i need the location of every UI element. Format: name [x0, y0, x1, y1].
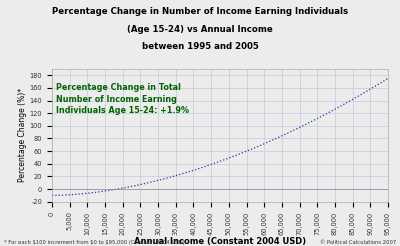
X-axis label: Annual Income (Constant 2004 USD): Annual Income (Constant 2004 USD) — [134, 237, 306, 246]
Text: © Political Calculations 2007: © Political Calculations 2007 — [320, 240, 396, 245]
Text: Percentage Change in Number of Income Earning Individuals: Percentage Change in Number of Income Ea… — [52, 7, 348, 16]
Text: Percentage Change in Total
Number of Income Earning
Individuals Age 15-24: +1.9%: Percentage Change in Total Number of Inc… — [56, 83, 189, 115]
Text: * For each $100 increment from $0 to $95,000 (Constant 2004 USD): * For each $100 increment from $0 to $95… — [4, 240, 185, 245]
Text: (Age 15-24) vs Annual Income: (Age 15-24) vs Annual Income — [127, 25, 273, 34]
Text: between 1995 and 2005: between 1995 and 2005 — [142, 42, 258, 51]
Y-axis label: Percentage Change (%)*: Percentage Change (%)* — [18, 88, 27, 182]
